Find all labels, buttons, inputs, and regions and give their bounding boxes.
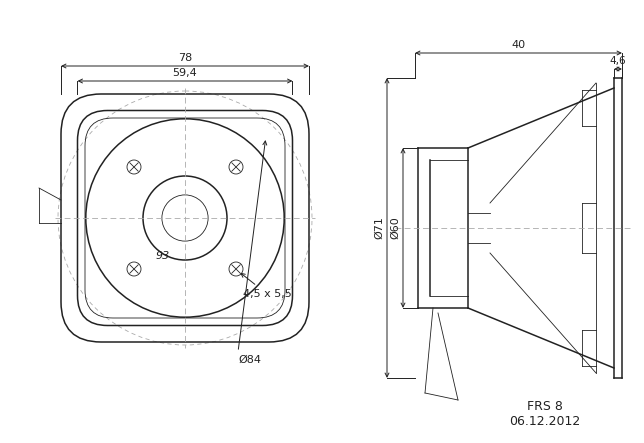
Text: FRS 8: FRS 8 [527, 400, 563, 413]
Text: 4,5 x 5,5: 4,5 x 5,5 [243, 289, 291, 299]
Text: 93: 93 [156, 251, 170, 261]
Text: 78: 78 [178, 53, 192, 63]
Text: 40: 40 [511, 40, 526, 50]
Text: 06.12.2012: 06.12.2012 [509, 415, 581, 428]
Text: Ø84: Ø84 [238, 355, 261, 365]
Text: Ø71: Ø71 [374, 217, 384, 239]
Text: Ø60: Ø60 [390, 217, 400, 239]
Text: 4,6: 4,6 [610, 56, 627, 66]
Text: 59,4: 59,4 [173, 68, 197, 78]
